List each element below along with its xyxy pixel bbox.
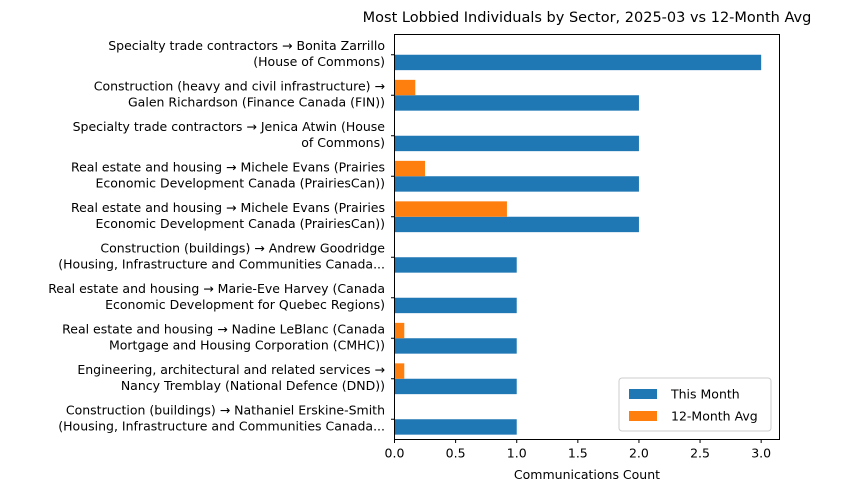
y-tick-label: Construction (buildings) → Andrew Goodri… [58,240,385,271]
bars-group [394,54,762,435]
legend-swatch [629,411,657,421]
bar-this-month-5 [394,216,639,233]
x-tick-label: 1.0 [507,446,527,461]
x-tick-label: 2.0 [629,446,649,461]
bar-this-month-6 [394,257,517,273]
x-tick-label: 1.5 [568,446,588,461]
bar-avg-8 [394,322,405,339]
y-tick-label-line: Real estate and housing → Michele Evans … [71,200,385,215]
bar-this-month-8 [394,338,517,354]
y-tick-label-line: (House of Commons) [253,54,385,69]
x-axis: 0.0 0.5 1.0 1.5 2.0 2.5 3.0 [385,439,771,461]
legend-label: 12-Month Avg [671,409,758,424]
y-tick-label-line: Mortgage and Housing Corporation (CMHC)) [109,337,385,352]
bar-avg-5 [394,201,507,217]
x-tick-label: 0.0 [385,446,405,461]
legend-swatch [629,389,657,399]
bar-this-month-9 [394,378,517,395]
y-tick-label-line: Economic Development Canada (PrairiesCan… [96,216,386,231]
y-tick-label: Engineering, architectural and related s… [77,362,385,393]
bar-avg-4 [394,160,426,177]
y-tick-label-line: Nancy Tremblay (National Defence (DND)) [121,378,385,393]
y-tick-label-line: Real estate and housing → Marie-Eve Harv… [48,281,385,296]
y-tick-label-line: Engineering, architectural and related s… [77,362,385,377]
y-tick-label-line: Construction (buildings) → Andrew Goodri… [100,240,385,255]
y-tick-label: Real estate and housing → Michele Evans … [71,159,385,190]
y-tick-label: Construction (heavy and civil infrastruc… [94,78,385,109]
y-tick-label: Specialty trade contractors → Jenica Atw… [73,119,386,150]
y-tick-label-line: Galen Richardson (Finance Canada (FIN)) [128,94,385,109]
bar-this-month-2 [394,95,639,111]
plot-frame [394,34,780,440]
bar-this-month-1 [394,54,762,71]
y-tick-label-line: (Housing, Infrastructure and Communities… [58,256,385,271]
x-tick-label: 3.0 [751,446,771,461]
y-tick-label-line: of Commons) [301,135,385,150]
legend: This Month 12-Month Avg [618,377,772,432]
chart-title: Most Lobbied Individuals by Sector, 2025… [363,10,812,26]
y-tick-label: Real estate and housing → Nadine LeBlanc… [62,321,385,352]
y-tick-label-line: Specialty trade contractors → Jenica Atw… [73,119,386,134]
bar-this-month-4 [394,176,639,192]
y-tick-label-line: Economic Development Canada (PrairiesCan… [96,175,386,190]
y-tick-label-line: (Housing, Infrastructure and Communities… [58,418,385,433]
x-tick-label: 2.5 [690,446,710,461]
y-tick-label: Specialty trade contractors → Bonita Zar… [108,38,385,69]
y-tick-label: Real estate and housing → Marie-Eve Harv… [48,281,385,312]
bar-avg-9 [394,363,405,379]
x-axis-label: Communications Count [514,467,660,482]
y-tick-label: Real estate and housing → Michele Evans … [71,200,385,231]
x-tick-label: 0.5 [446,446,466,461]
y-tick-label-line: Real estate and housing → Michele Evans … [71,159,385,174]
y-tick-labels: Specialty trade contractors → Bonita Zar… [48,38,395,433]
y-tick-label-line: Specialty trade contractors → Bonita Zar… [108,38,385,53]
bar-this-month-3 [394,135,639,152]
y-tick-label-line: Construction (buildings) → Nathaniel Ers… [66,402,385,417]
y-tick-label-line: Construction (heavy and civil infrastruc… [94,78,385,93]
y-tick-label-line: Economic Development for Quebec Regions) [105,297,385,312]
y-tick-label: Construction (buildings) → Nathaniel Ers… [58,402,385,433]
bar-this-month-7 [394,297,517,314]
bar-avg-2 [394,79,416,96]
legend-label: This Month [670,387,740,402]
bar-this-month-10 [394,419,517,435]
y-tick-label-line: Real estate and housing → Nadine LeBlanc… [62,321,385,336]
